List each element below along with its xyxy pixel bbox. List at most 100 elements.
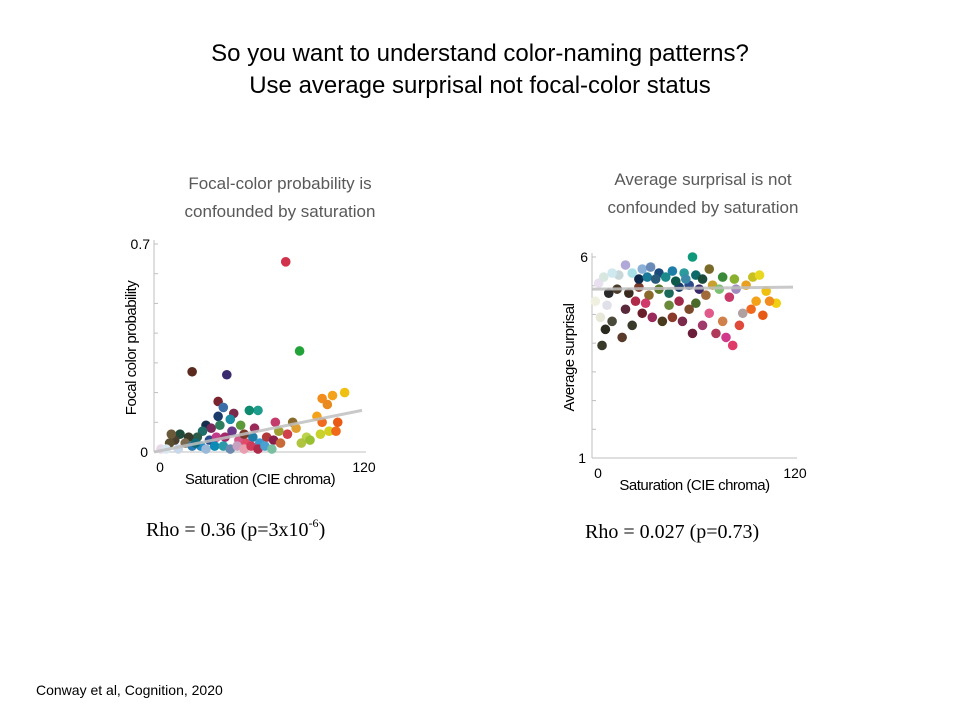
y-tick-label-max: 0.7 (131, 236, 151, 252)
y-axis-label: Focal color probability (123, 280, 140, 415)
left-rho-statistic: Rho = 0.36 (p=3x10-6) (146, 516, 325, 542)
data-point (620, 260, 631, 270)
data-point (677, 316, 688, 327)
left-scatter-chart: 0.7 00 120 Saturation (CIE chroma) Focal col… (123, 236, 376, 488)
data-point (324, 426, 334, 436)
data-point (697, 320, 708, 331)
data-point (235, 420, 246, 431)
data-point (630, 296, 641, 307)
data-point (209, 441, 220, 451)
data-point (637, 308, 648, 319)
data-point (627, 320, 637, 331)
data-point (691, 298, 701, 309)
y-tick-label-max: 6 (580, 249, 588, 265)
data-point (213, 411, 223, 422)
data-point (660, 272, 671, 282)
data-point (664, 300, 674, 311)
right-subtitle-line2: confounded by saturation (607, 198, 799, 217)
data-point (598, 272, 609, 282)
x-tick-label-max: 120 (352, 459, 376, 475)
data-point (282, 429, 293, 439)
data-point (727, 340, 738, 351)
data-point (650, 274, 661, 284)
data-point (187, 366, 197, 377)
data-point (687, 328, 698, 339)
data-point (280, 257, 291, 267)
data-point (701, 290, 711, 300)
y-axis-label: Average surprisal (561, 303, 578, 411)
trend-line (591, 285, 794, 291)
x-tick-label-min: 0 (594, 465, 602, 481)
left-subtitle-line1: Focal-color probability is (188, 174, 372, 193)
data-point (222, 369, 232, 380)
data-point (275, 438, 286, 448)
data-point (620, 304, 631, 315)
data-point (640, 298, 651, 309)
data-point (758, 310, 768, 321)
data-point (206, 423, 216, 434)
data-point (670, 276, 681, 286)
data-point (644, 290, 654, 300)
data-point (253, 405, 263, 416)
data-point (600, 324, 611, 335)
data-point (634, 274, 644, 284)
data-point (645, 262, 656, 272)
data-point (717, 316, 728, 327)
data-point (315, 429, 326, 439)
citation: Conway et al, Cognition, 2020 (36, 682, 223, 698)
x-axis-label: Saturation (CIE chroma) (619, 477, 770, 494)
data-point (737, 308, 748, 319)
data-point (687, 252, 698, 262)
data-point (637, 264, 648, 274)
data-point (267, 444, 277, 454)
x-tick-label-max: 120 (783, 465, 807, 481)
data-point (684, 304, 694, 315)
data-point (322, 399, 333, 410)
data-point (754, 270, 765, 280)
data-point (751, 296, 761, 307)
data-point (657, 316, 668, 327)
right-scatter-chart: 6 10 120 Saturation (CIE chroma) Average sur… (561, 249, 807, 494)
data-point (717, 272, 728, 282)
data-point (729, 274, 740, 284)
data-point (590, 296, 601, 307)
data-point (607, 316, 617, 327)
data-point (225, 414, 236, 425)
data-point (227, 426, 237, 436)
left-subtitle-line2: confounded by saturation (184, 202, 376, 221)
trend-line (153, 408, 363, 454)
data-point (697, 274, 708, 284)
left-chart-subtitle: Focal-color probability is confounded by… (145, 170, 415, 226)
x-axis-label: Saturation (CIE chroma) (185, 471, 336, 488)
right-chart-subtitle: Average surprisal is not confounded by s… (568, 166, 838, 222)
data-point (244, 405, 255, 416)
data-point (681, 274, 691, 284)
data-point (294, 346, 305, 356)
data-point (218, 402, 229, 413)
data-point (721, 332, 731, 343)
data-point (332, 417, 343, 428)
left-rho-text: Rho = 0.36 (p=3x10 (146, 519, 309, 541)
y-tick-label-min: 0 (140, 444, 148, 460)
slide-title-line1: So you want to understand color-naming p… (211, 40, 749, 67)
slide-title: So you want to understand color-naming p… (0, 38, 960, 102)
data-point (339, 387, 350, 398)
data-point (270, 417, 281, 428)
data-point (166, 429, 177, 439)
data-point (201, 444, 211, 454)
data-point (704, 308, 715, 319)
data-point (215, 420, 225, 431)
data-point (664, 288, 674, 298)
data-point (607, 268, 617, 278)
left-rho-suffix: ) (318, 519, 326, 541)
data-point (331, 426, 341, 436)
data-point (617, 332, 627, 343)
data-point (627, 268, 637, 278)
data-point (597, 340, 607, 351)
y-tick-label-min: 1 (578, 450, 586, 466)
data-point (734, 320, 745, 331)
data-point (291, 423, 301, 434)
right-subtitle-line1: Average surprisal is not (614, 170, 792, 189)
data-point (674, 296, 684, 307)
data-point (305, 435, 315, 445)
